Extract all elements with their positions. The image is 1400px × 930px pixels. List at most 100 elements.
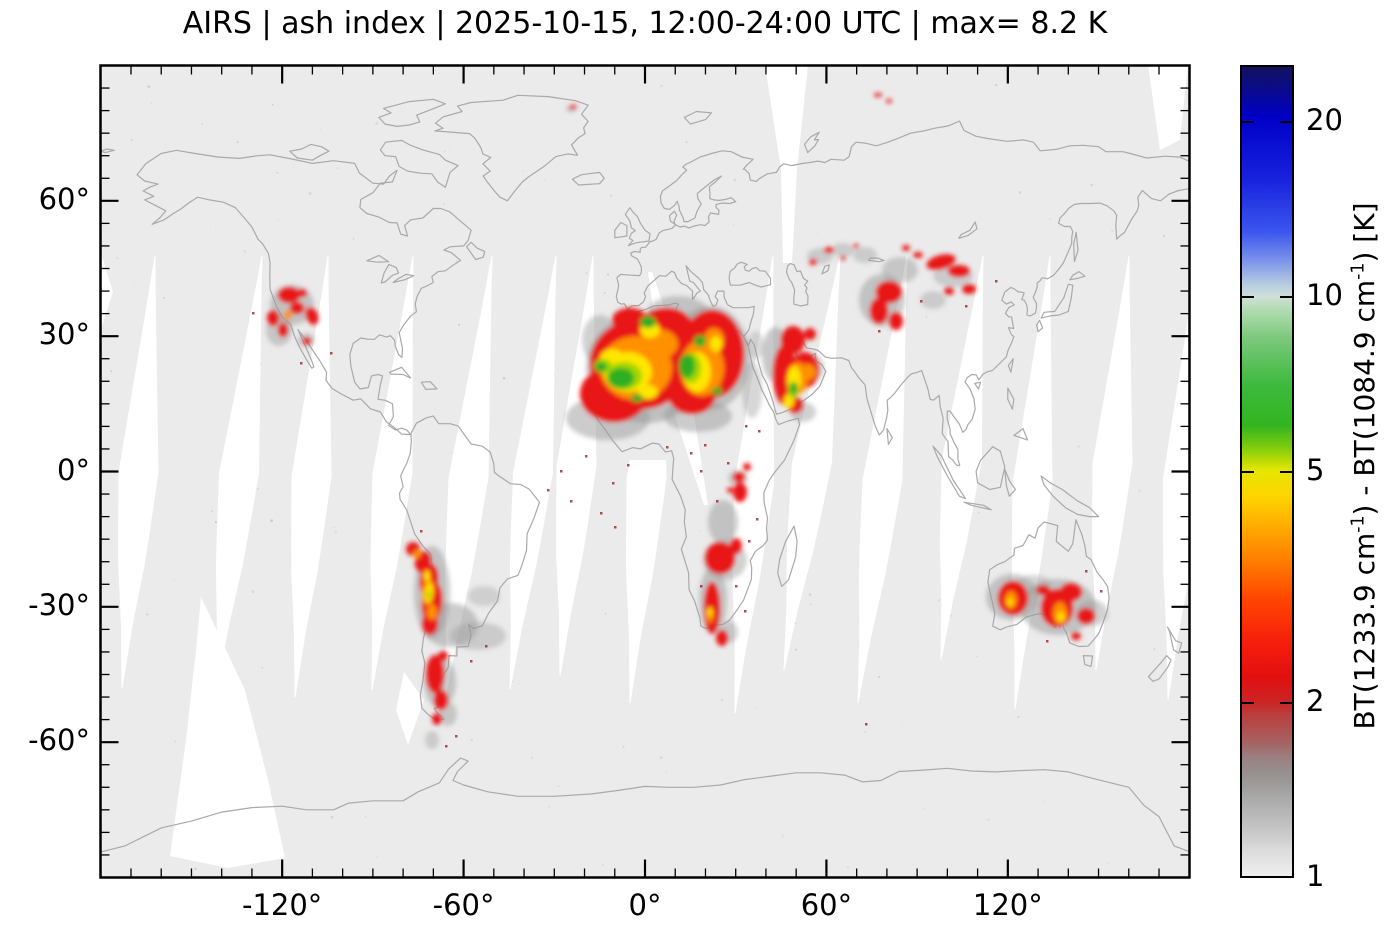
ash-blob-red <box>1036 585 1050 595</box>
ash-blob-green <box>595 362 607 372</box>
ash-speck <box>744 610 747 613</box>
noise-speck <box>987 818 990 821</box>
ash-speck <box>614 526 617 529</box>
coastline-aral-sea <box>821 264 830 275</box>
ash-speck <box>745 425 748 428</box>
ash-blob-red <box>874 93 882 97</box>
ash-blob-red <box>1077 608 1095 624</box>
colorbar-label-part1: BT(1233.9 cm <box>1348 532 1381 730</box>
ash-blob-ygreen <box>427 590 431 600</box>
noise-speck <box>1042 800 1044 802</box>
ash-speck <box>758 430 761 433</box>
noise-speck <box>732 224 734 226</box>
coastline-tasmania <box>1082 655 1094 667</box>
noise-speck <box>1149 579 1151 581</box>
noise-speck <box>950 614 953 617</box>
noise-speck <box>336 167 339 169</box>
noise-speck <box>923 808 925 810</box>
ash-speck <box>735 585 738 588</box>
coastline-novaya-zemlya <box>804 131 820 154</box>
noise-speck <box>665 771 667 773</box>
ash-speck <box>666 446 669 449</box>
orbit-gap-wedge <box>1163 309 1190 700</box>
ash-blob-red <box>853 244 859 248</box>
ash-speck <box>570 500 573 503</box>
ash-blob-red <box>870 298 888 324</box>
ash-speck <box>330 352 333 355</box>
ash-blob-red <box>962 284 976 294</box>
noise-speck <box>846 866 849 869</box>
noise-speck <box>334 530 337 533</box>
coastline-nz-north-island <box>1166 626 1183 654</box>
noise-speck <box>604 612 607 615</box>
colorbar-tick <box>1280 470 1292 473</box>
orbit-gap-patch <box>396 672 424 745</box>
coastline-caspian-sea <box>785 262 809 307</box>
ash-blob-red <box>733 482 747 502</box>
noise-speck <box>133 285 135 287</box>
noise-speck <box>330 815 334 819</box>
noise-speck <box>720 698 724 702</box>
ash-blob-orange <box>800 364 816 380</box>
coastline-south-america <box>398 415 541 721</box>
coastline-cuba <box>388 366 412 379</box>
colorbar-tick <box>1242 295 1254 298</box>
ash-speck <box>878 330 881 333</box>
coastline-lakes-michigan-huron <box>380 263 400 284</box>
colorbar-label-sup2: -1 <box>1348 262 1369 280</box>
ash-blob-green <box>790 382 798 394</box>
ash-speck <box>716 500 719 503</box>
coastline-new-guinea <box>1040 475 1100 518</box>
noise-speck <box>1090 183 1093 187</box>
ash-speck <box>690 452 693 455</box>
colorbar-tick-label: 1 <box>1306 858 1325 893</box>
ash-blob-green <box>712 387 722 395</box>
ash-blob-red <box>926 254 956 270</box>
ash-speck <box>547 489 550 492</box>
noise-speck <box>522 170 524 172</box>
orbit-gap-wedge <box>370 256 414 690</box>
ash-blob-red <box>889 312 903 330</box>
ash-blob-red <box>569 105 577 109</box>
colorbar-tick <box>1280 120 1292 123</box>
coastline-svalbard <box>683 110 713 125</box>
x-tick-label: 60° <box>800 888 853 922</box>
noise-speck <box>610 194 612 197</box>
noise-speck <box>163 296 166 299</box>
orbit-gap-wedge <box>939 256 984 660</box>
ash-blob-red <box>267 310 279 326</box>
noise-speck <box>816 233 818 235</box>
noise-speck <box>976 655 978 657</box>
noise-speck <box>270 672 271 674</box>
noise-speck <box>444 150 446 153</box>
ash-blob-red <box>278 287 300 303</box>
noise-speck <box>276 171 279 174</box>
noise-speck <box>277 219 279 221</box>
coastline-antarctica <box>100 757 1190 853</box>
coastline-iceland <box>571 171 605 186</box>
coastline-victoria-island <box>289 143 330 161</box>
ash-speck <box>1100 590 1103 593</box>
noise-speck <box>308 192 312 195</box>
y-tick-label: 0° <box>57 452 90 487</box>
colorbar-tick-label: 20 <box>1306 102 1343 137</box>
noise-speck <box>607 273 609 276</box>
orbit-gap-wedge <box>556 256 597 676</box>
noise-speck <box>727 259 729 261</box>
ash-speck <box>627 464 630 467</box>
ash-blob-red <box>705 542 735 574</box>
noise-speck <box>150 101 153 104</box>
ash-blob-red <box>913 252 923 258</box>
colorbar-tick <box>1280 295 1292 298</box>
noise-speck <box>543 178 545 181</box>
orbit-gap-wedge <box>783 256 841 670</box>
ash-speck <box>700 470 703 473</box>
noise-speck <box>210 510 213 512</box>
coastline-nz-south-island <box>1147 655 1172 682</box>
ash-blob-red <box>612 308 648 332</box>
ash-blob-red <box>716 630 728 646</box>
noise-speck <box>1049 218 1051 220</box>
ash-blob-red <box>733 472 745 482</box>
coastline-sulawesi <box>1004 468 1016 497</box>
noise-speck <box>794 622 797 624</box>
